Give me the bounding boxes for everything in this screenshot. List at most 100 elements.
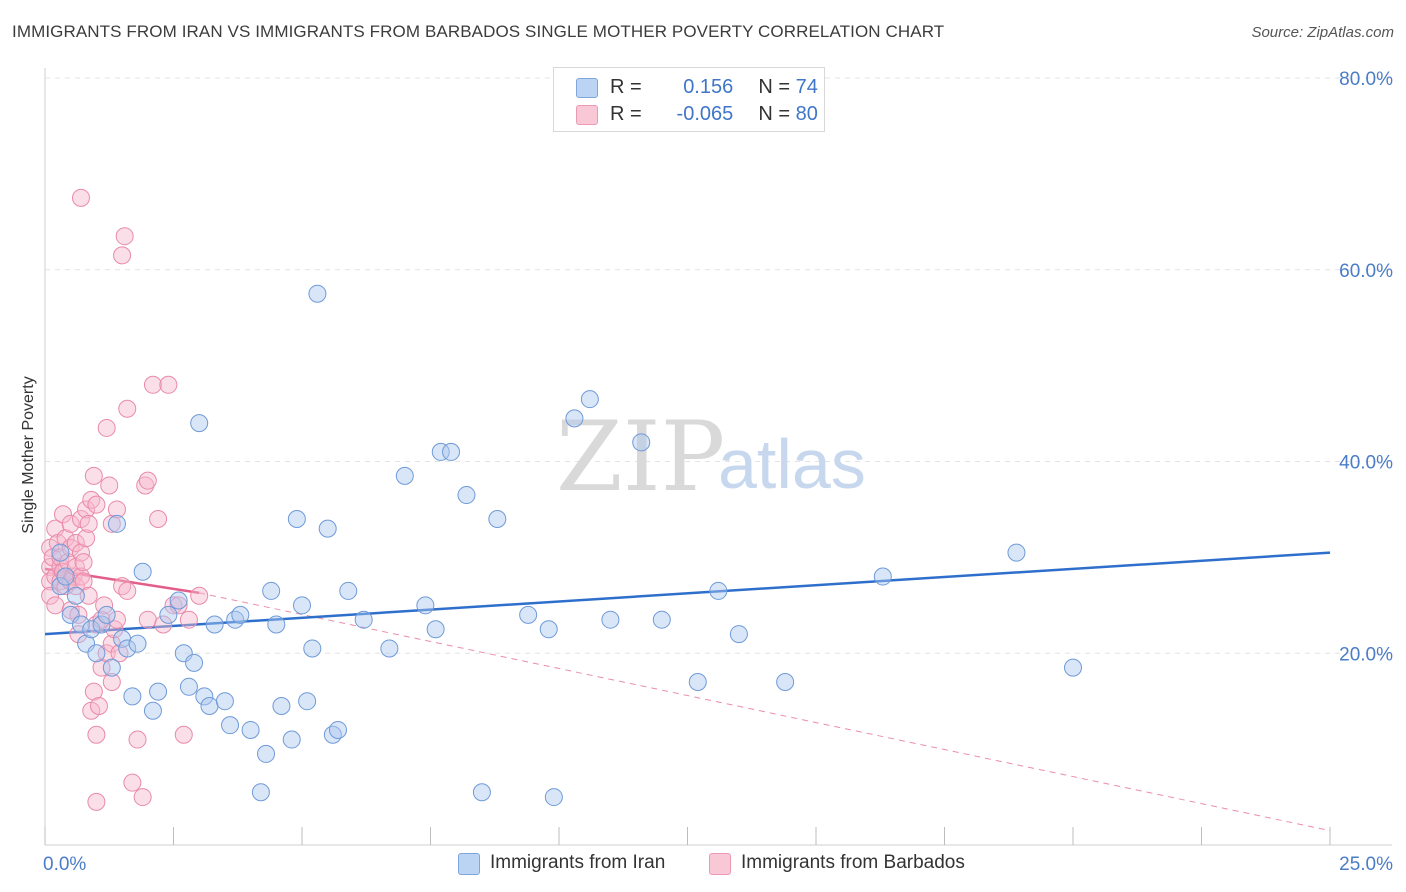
- iran-point-72: [1064, 658, 1082, 677]
- iran-point-40: [293, 596, 311, 615]
- iran-point-15: [123, 687, 142, 706]
- iran-point-47: [339, 581, 358, 600]
- iran-point-36: [262, 581, 281, 600]
- iran-n-value: 74: [795, 76, 818, 98]
- barbados-point-19: [61, 538, 80, 557]
- barbados-point-76: [174, 725, 193, 744]
- barbados-point-50: [97, 418, 116, 437]
- barbados-trend-extended: [199, 592, 1331, 832]
- iran-point-8: [87, 644, 106, 663]
- chart-title: IMMIGRANTS FROM IRAN VS IMMIGRANTS FROM …: [12, 22, 945, 41]
- iran-point-9: [92, 615, 111, 634]
- bottom-barbados-swatch: [709, 853, 731, 875]
- iran-point-23: [179, 677, 198, 696]
- iran-point-19: [149, 682, 168, 701]
- barbados-point-37: [79, 586, 98, 605]
- iran-point-27: [200, 696, 219, 715]
- barbados-point-45: [89, 696, 108, 715]
- bottom-iran-swatch: [458, 853, 480, 875]
- iran-point-1: [51, 543, 70, 562]
- barbados-point-25: [66, 533, 85, 552]
- bottom-barbados-label: Immigrants from Barbados: [741, 852, 965, 873]
- barbados-point-73: [159, 375, 178, 394]
- iran-swatch: [576, 78, 598, 98]
- axes: [44, 68, 1392, 846]
- iran-point-38: [282, 730, 301, 749]
- barbados-point-71: [149, 510, 168, 529]
- iran-point-49: [380, 639, 399, 658]
- iran-point-37: [272, 696, 291, 715]
- iran-point-28: [205, 615, 224, 634]
- barbados-point-61: [115, 227, 134, 246]
- iran-point-31: [226, 610, 245, 629]
- barbados-point-63: [118, 399, 137, 418]
- iran-point-45: [323, 725, 342, 744]
- barbados-point-35: [77, 500, 96, 519]
- barbados-point-47: [92, 658, 111, 677]
- iran-point-4: [66, 586, 85, 605]
- iran-point-10: [97, 605, 116, 624]
- iran-point-48: [354, 610, 373, 629]
- iran-point-54: [442, 442, 461, 461]
- x-tick-label-0: 0.0%: [43, 854, 86, 875]
- iran-point-67: [709, 581, 728, 600]
- barbados-point-64: [123, 773, 142, 792]
- iran-point-68: [729, 625, 748, 644]
- iran-point-46: [328, 720, 347, 739]
- y-tick-label-0: 20.0%: [1339, 644, 1393, 665]
- barbados-point-7: [46, 596, 65, 615]
- barbados-point-78: [190, 586, 209, 605]
- iran-point-69: [776, 673, 795, 692]
- barbados-point-39: [82, 490, 101, 509]
- iran-point-55: [457, 486, 476, 505]
- barbados-r-value: -0.065: [676, 103, 734, 125]
- barbados-point-36: [79, 514, 98, 533]
- y-tick-label-2: 60.0%: [1339, 261, 1393, 282]
- barbados-point-41: [84, 682, 103, 701]
- iran-point-34: [251, 783, 270, 802]
- barbados-point-15: [56, 529, 75, 548]
- barbados-point-79: [87, 792, 106, 811]
- iran-n-label: N =: [758, 76, 791, 98]
- barbados-point-20: [61, 514, 80, 533]
- iran-r-value: 0.156: [683, 76, 734, 98]
- iran-point-62: [580, 390, 599, 409]
- watermark: ZIP atlas: [556, 401, 866, 513]
- barbados-point-42: [87, 725, 106, 744]
- iran-point-66: [688, 673, 707, 692]
- iran-point-65: [652, 610, 671, 629]
- iran-point-53: [431, 442, 450, 461]
- bottom-iran-label: Immigrants from Iran: [490, 852, 666, 873]
- barbados-point-34: [77, 529, 96, 548]
- iran-point-24: [185, 653, 204, 672]
- barbados-point-77: [179, 610, 198, 629]
- iran-r-label: R =: [610, 76, 642, 98]
- iran-point-58: [519, 605, 538, 624]
- iran-point-41: [298, 692, 317, 711]
- iran-point-20: [159, 605, 178, 624]
- barbados-points: [41, 188, 209, 811]
- iran-point-71: [1007, 543, 1026, 562]
- barbados-point-51: [100, 476, 119, 495]
- iran-point-5: [71, 615, 90, 634]
- iran-point-51: [416, 596, 435, 615]
- barbados-point-65: [128, 730, 147, 749]
- iran-point-18: [143, 701, 162, 720]
- barbados-point-53: [102, 514, 121, 533]
- x-tick-label-1: 25.0%: [1339, 854, 1393, 875]
- iran-point-56: [472, 783, 491, 802]
- iran-point-0: [51, 577, 70, 596]
- y-axis-label: Single Mother Poverty: [20, 376, 37, 533]
- trend-lines: [44, 551, 1331, 832]
- barbados-point-32: [74, 572, 93, 591]
- barbados-point-69: [138, 610, 157, 629]
- barbados-point-74: [164, 596, 183, 615]
- barbados-point-31: [71, 188, 90, 207]
- barbados-point-57: [107, 500, 126, 519]
- iran-point-59: [539, 620, 558, 639]
- tick-labels: 20.0% 40.0% 60.0% 80.0% 0.0% 25.0%: [43, 69, 1393, 875]
- iran-point-25: [190, 414, 209, 433]
- watermark-atlas: atlas: [718, 425, 866, 503]
- iran-point-30: [221, 716, 240, 735]
- barbados-point-66: [133, 788, 152, 807]
